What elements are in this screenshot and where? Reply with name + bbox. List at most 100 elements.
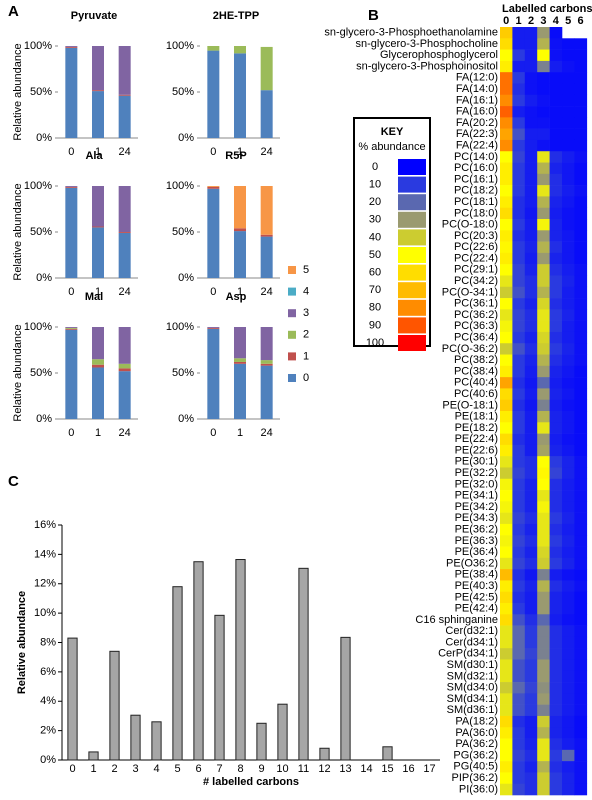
bar-segment bbox=[65, 328, 78, 330]
legend-label: 3 bbox=[303, 307, 309, 319]
heatmap-cell bbox=[537, 139, 550, 152]
row-label: PA(36:0) bbox=[455, 727, 498, 739]
heatmap-cell bbox=[562, 241, 575, 254]
heatmap-cell bbox=[500, 219, 513, 231]
heatmap-cell bbox=[512, 523, 526, 536]
chart-title: Mal bbox=[85, 291, 103, 303]
x-tick-label: 13 bbox=[339, 763, 351, 775]
heatmap-cell bbox=[549, 365, 563, 378]
key-label: 70 bbox=[369, 284, 381, 296]
bar bbox=[130, 714, 141, 761]
heatmap-cell bbox=[574, 749, 588, 762]
heatmap-cell bbox=[549, 38, 563, 50]
heatmap-cell bbox=[549, 27, 563, 39]
heatmap-cell bbox=[512, 264, 526, 276]
row-label: PC(O-18:0) bbox=[442, 219, 498, 231]
bar-segment bbox=[92, 227, 104, 278]
heatmap-cell bbox=[574, 354, 588, 367]
heatmap-cell bbox=[562, 411, 575, 423]
heatmap-cell bbox=[537, 219, 550, 231]
heatmap-cell bbox=[549, 275, 563, 288]
bar-segment bbox=[234, 231, 246, 278]
heatmap-cell bbox=[512, 185, 526, 197]
key-title: KEY bbox=[381, 126, 404, 138]
heatmap-cell bbox=[512, 286, 526, 299]
x-tick-label: 10 bbox=[276, 763, 288, 775]
heatmap-cell bbox=[549, 162, 563, 175]
heatmap-cell bbox=[512, 727, 526, 739]
bar bbox=[109, 650, 120, 761]
bar-segment bbox=[118, 94, 131, 96]
heatmap-cell bbox=[574, 523, 588, 536]
heatmap-cell bbox=[500, 72, 513, 84]
heatmap-cell bbox=[562, 727, 575, 739]
row-label: FA(12:0) bbox=[456, 72, 498, 84]
heatmap-cell bbox=[524, 715, 538, 728]
heatmap-cell bbox=[537, 106, 550, 118]
heatmap-cell bbox=[524, 298, 538, 310]
x-tick-label: 2 bbox=[111, 763, 117, 775]
heatmap-cell bbox=[512, 343, 526, 355]
bar-segment bbox=[92, 90, 104, 92]
heatmap-title: Labelled carbons bbox=[502, 3, 592, 15]
y-tick-label: 100% bbox=[166, 40, 194, 52]
bar-segment bbox=[207, 50, 220, 138]
heatmap-cell bbox=[574, 693, 588, 705]
row-label: SM(d36:1) bbox=[447, 704, 498, 716]
heatmap-cell bbox=[512, 275, 526, 288]
heatmap-cell bbox=[549, 399, 563, 412]
heatmap-cell bbox=[537, 467, 550, 480]
row-label: PC(18:0) bbox=[454, 207, 498, 219]
heatmap-cell bbox=[524, 399, 538, 412]
x-tick-label: 1 bbox=[237, 286, 243, 298]
heatmap-cell bbox=[562, 331, 575, 344]
x-tick-label: 24 bbox=[261, 146, 273, 158]
x-tick-label: 3 bbox=[132, 763, 138, 775]
bar-segment bbox=[65, 46, 78, 48]
heatmap-cell bbox=[512, 207, 526, 220]
heatmap-cell bbox=[524, 117, 538, 129]
row-label: PE(36:3) bbox=[455, 535, 498, 547]
row-label: PC(40:4) bbox=[454, 377, 498, 389]
heatmap-cell bbox=[549, 207, 563, 220]
legend-swatch bbox=[288, 309, 296, 318]
heatmap-cell bbox=[562, 286, 575, 299]
heatmap-cell bbox=[524, 139, 538, 152]
heatmap-cell bbox=[500, 207, 513, 220]
heatmap-cell bbox=[512, 772, 526, 785]
heatmap-cell bbox=[562, 625, 575, 638]
heatmap-cell bbox=[562, 501, 575, 513]
legend-label: 4 bbox=[303, 286, 309, 298]
row-label: PE(42:5) bbox=[455, 591, 498, 603]
bar-segment bbox=[234, 228, 246, 232]
heatmap-cell bbox=[562, 264, 575, 276]
bar-segment bbox=[207, 327, 220, 328]
heatmap-cell bbox=[549, 196, 563, 209]
legend-swatch bbox=[288, 266, 296, 274]
heatmap-cell bbox=[574, 422, 588, 434]
x-tick-label: 0 bbox=[69, 763, 75, 775]
y-tick-label: 8% bbox=[40, 636, 56, 648]
heatmap-cell bbox=[574, 738, 588, 751]
heatmap-cell bbox=[562, 670, 575, 683]
key-swatch bbox=[398, 211, 426, 228]
panel-label: C bbox=[8, 473, 19, 490]
heatmap-cell bbox=[562, 467, 575, 480]
heatmap-cell bbox=[500, 478, 513, 491]
heatmap-cell bbox=[500, 659, 513, 672]
heatmap-cell bbox=[500, 490, 513, 502]
y-tick-label: 50% bbox=[172, 86, 194, 98]
heatmap-cell bbox=[562, 636, 575, 649]
heatmap-cell bbox=[524, 569, 538, 581]
row-label: PIP(36:2) bbox=[452, 772, 498, 784]
y-tick-label: 50% bbox=[172, 367, 194, 379]
heatmap-cell bbox=[574, 569, 588, 581]
bar-segment bbox=[65, 329, 78, 419]
row-label: FA(20:2) bbox=[456, 117, 498, 129]
heatmap-cell bbox=[574, 162, 588, 175]
heatmap-cell bbox=[574, 60, 588, 73]
heatmap-cell bbox=[562, 230, 575, 242]
bar-segment bbox=[118, 232, 131, 278]
heatmap-cell bbox=[574, 659, 588, 672]
x-tick-label: 0 bbox=[68, 427, 74, 439]
